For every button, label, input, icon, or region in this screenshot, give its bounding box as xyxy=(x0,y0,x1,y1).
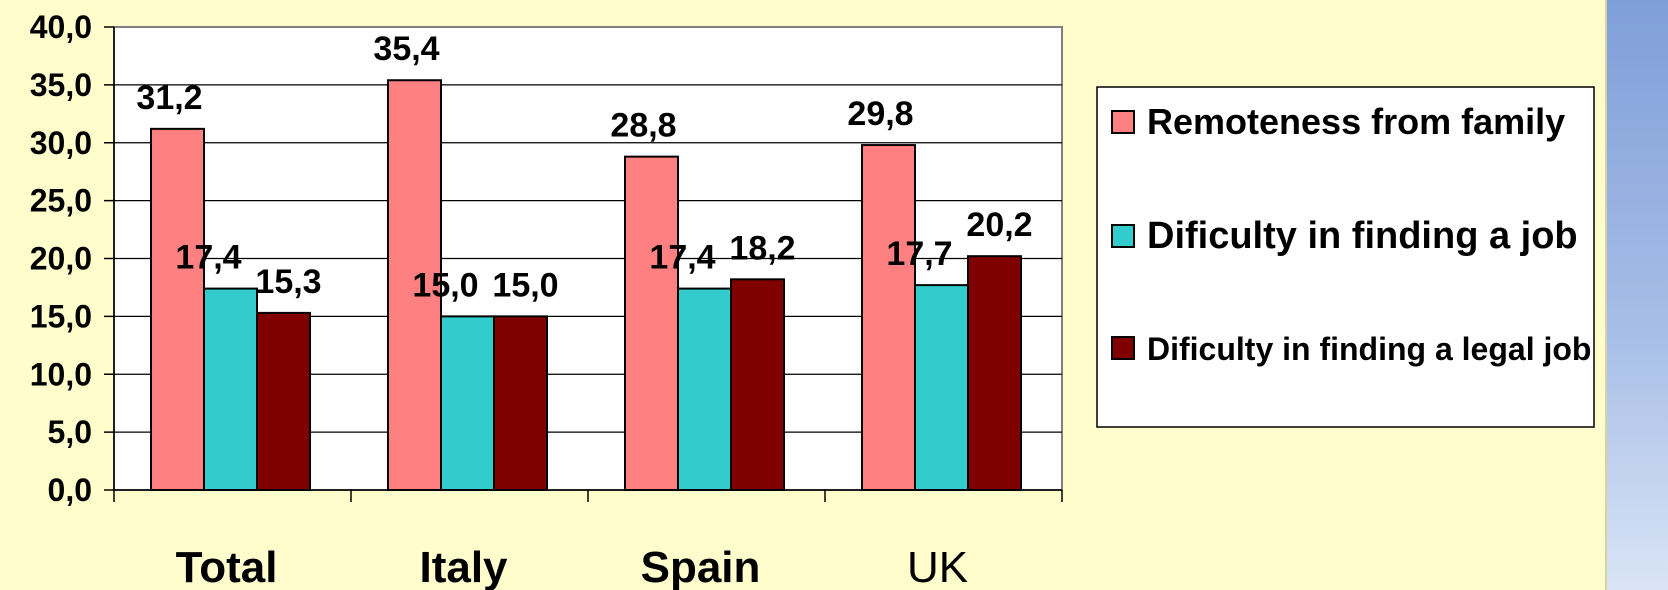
bar xyxy=(440,315,495,491)
bar xyxy=(677,287,732,491)
bar xyxy=(861,144,916,491)
bar xyxy=(967,255,1022,491)
bar xyxy=(203,287,258,491)
legend-swatch xyxy=(1111,224,1135,248)
legend-label: Remoteness from family xyxy=(1147,101,1565,142)
data-labels: 31,2 17,4 15,3 35,4 15,0 15,0 28,8 17,4 18,2 29,8… xyxy=(136,30,1032,304)
data-label: 29,8 xyxy=(847,95,913,133)
x-category-label: Italy xyxy=(419,543,508,590)
x-category-label: Spain xyxy=(641,543,761,590)
bar xyxy=(256,311,311,491)
bars xyxy=(150,79,1022,492)
data-label: 15,3 xyxy=(255,263,321,301)
legend-label: Dificulty in finding a job xyxy=(1147,215,1578,257)
bar xyxy=(150,127,205,492)
legend-swatch xyxy=(1111,110,1135,134)
data-label: 31,2 xyxy=(136,79,202,117)
data-label: 28,8 xyxy=(610,107,676,145)
data-label: 17,7 xyxy=(886,235,952,273)
bar xyxy=(624,155,679,491)
slide-side-strip xyxy=(1605,0,1668,590)
legend-box xyxy=(1096,86,1595,428)
y-tick-label: 35,0 xyxy=(30,67,92,103)
data-label: 35,4 xyxy=(373,30,439,68)
x-category-label: Total xyxy=(176,543,278,590)
legend: Remoteness from family Dificulty in findi… xyxy=(1096,86,1595,428)
y-tick-label: 0,0 xyxy=(48,472,92,508)
category-labels: Total Italy Spain UK xyxy=(176,543,968,590)
legend-swatch xyxy=(1111,336,1135,360)
data-label: 18,2 xyxy=(729,229,795,267)
y-tick-label: 30,0 xyxy=(30,125,92,161)
legend-label: Dificulty in finding a legal job xyxy=(1147,331,1591,367)
bar xyxy=(914,284,969,491)
bar xyxy=(387,79,442,492)
y-tick-label: 40,0 xyxy=(30,9,92,45)
data-label: 15,0 xyxy=(412,266,478,304)
y-tick-label: 10,0 xyxy=(30,356,92,392)
data-label: 17,4 xyxy=(649,239,715,277)
data-label: 20,2 xyxy=(966,206,1032,244)
y-tick-label: 5,0 xyxy=(48,414,92,450)
bar xyxy=(730,278,785,491)
x-category-label: UK xyxy=(907,543,968,590)
axes: 0,0 5,0 10,0 15,0 20,0 25,0 30,0 35,0 40,0 xyxy=(30,9,1063,508)
bar xyxy=(493,315,548,491)
y-tick-label: 25,0 xyxy=(30,183,92,219)
y-tick-label: 15,0 xyxy=(30,298,92,334)
data-label: 17,4 xyxy=(175,239,241,277)
y-tick-label: 20,0 xyxy=(30,241,92,277)
data-label: 15,0 xyxy=(492,266,558,304)
